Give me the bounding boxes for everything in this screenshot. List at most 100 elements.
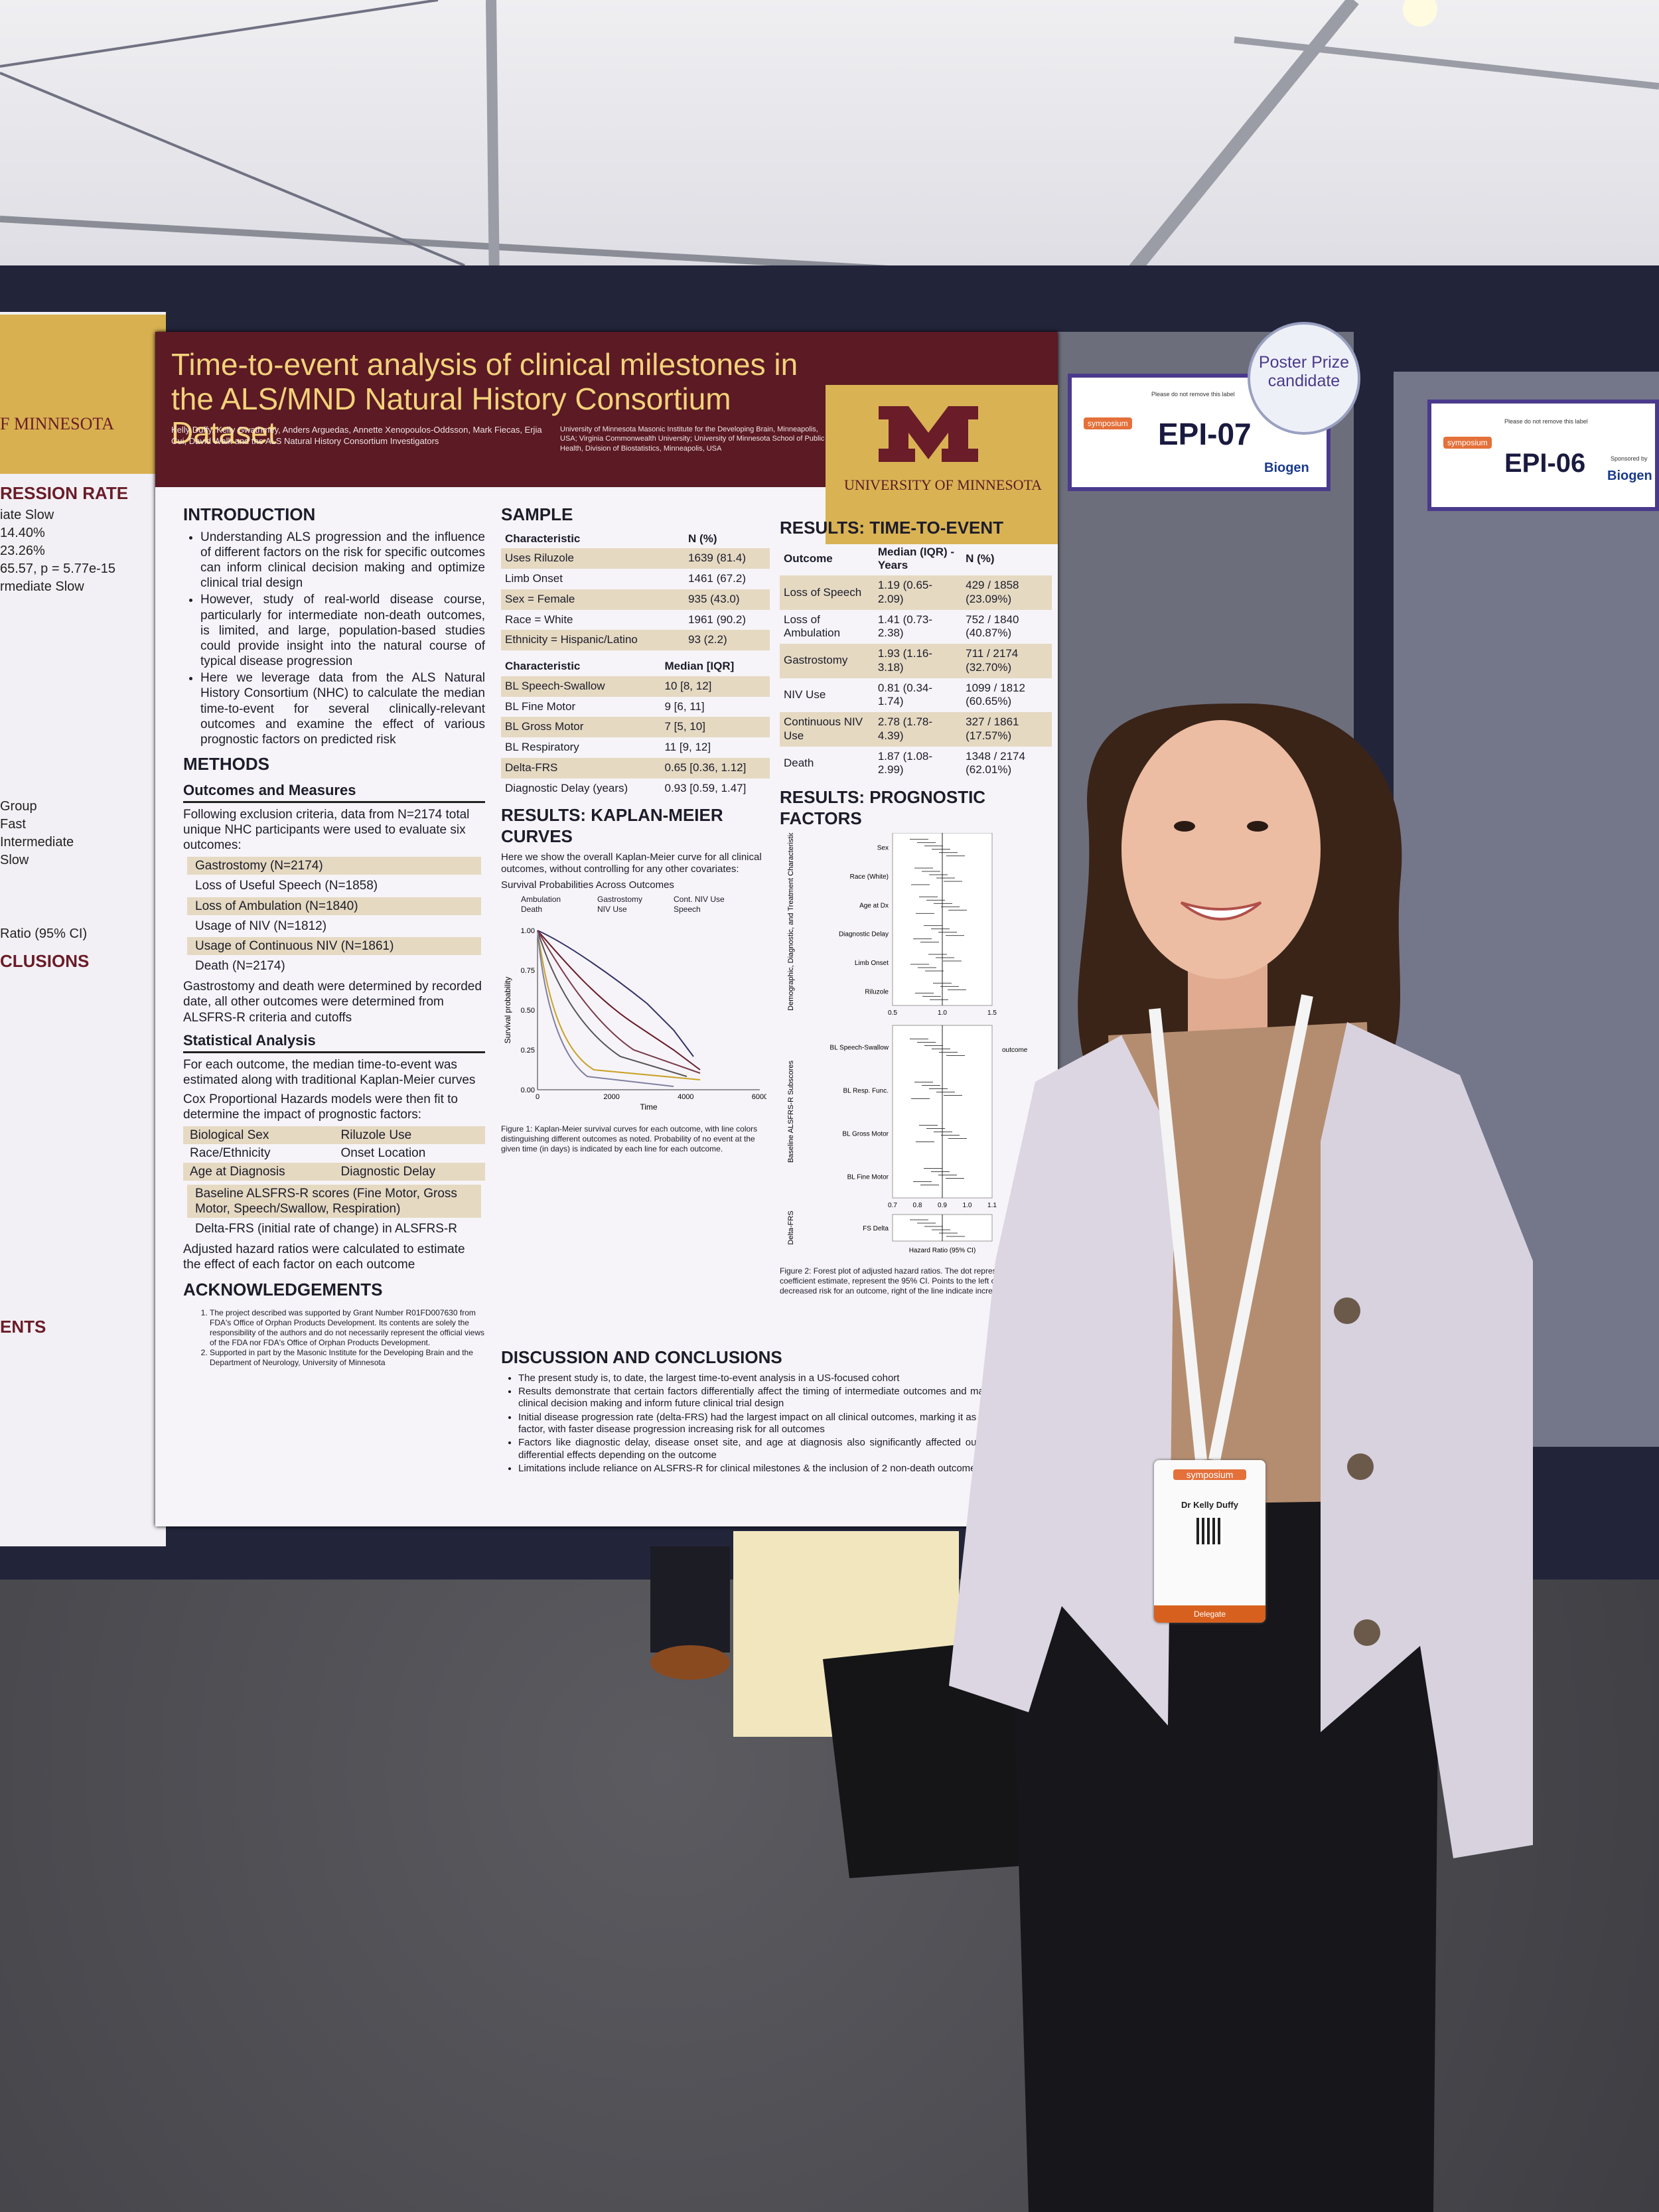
cardigan: [949, 1035, 1175, 1726]
survival-curve: [537, 929, 694, 1057]
table: Characteristic Median [IQR] BL Speech-Swal…: [501, 657, 770, 798]
list-item: Initial disease progression rate (delta-…: [518, 1412, 1052, 1436]
table-cell: 2.78 (1.78-4.39): [873, 712, 962, 747]
label-note: Sponsored by: [1611, 455, 1648, 462]
list-item: Limitations include reliance on ALSFRS-R…: [518, 1463, 1052, 1475]
affiliations: University of Minnesota Masonic Institut…: [560, 425, 825, 453]
table-cell: Race = White: [505, 613, 573, 626]
label-sponsor: Biogen: [1607, 469, 1652, 483]
authors: Kelly Duffy, Kelly Gwathmey, Anders Argu…: [171, 425, 542, 446]
subsection-heading: Statistical Analysis: [183, 1032, 485, 1053]
table-row: Death 1.87 (1.08-2.99) 1348 / 2174 (62.01%…: [780, 747, 1052, 780]
institution: UNIVERSITY OF MINNESOTA: [843, 477, 1043, 493]
label-brand: symposium: [1084, 417, 1132, 429]
logo-block: [826, 385, 1058, 544]
section-heading: RESULTS: KAPLAN-MEIER CURVES: [501, 805, 723, 846]
row-label: Limb Onset: [855, 960, 889, 967]
badge-role: Delegate: [1154, 1605, 1265, 1623]
survival-curve: [537, 930, 701, 1080]
table-row: Race = White 1961 (90.2): [501, 610, 770, 630]
figure-caption: Figure 2: Forest plot of adjusted hazard…: [780, 1266, 1041, 1295]
header-cell: Characteristic: [505, 660, 581, 673]
table-cell: 0.93 [0.59, 1.47]: [664, 781, 747, 794]
figure-caption: Figure 1: Kaplan-Meier survival curves f…: [501, 1124, 758, 1153]
paragraph: Gastrostomy and death were determined by…: [183, 980, 482, 1025]
x-tick-label: 1.0: [938, 1009, 947, 1017]
legend-item: Death: [521, 904, 543, 914]
row-label: BL Speech-Swallow: [830, 1045, 889, 1052]
legend-item: Fast: [0, 817, 26, 832]
x-tick-label: 1.5: [987, 1009, 997, 1017]
paragraph: Cox Proportional Hazards models were the…: [183, 1092, 458, 1122]
button: [1354, 1619, 1380, 1646]
table-row: BL Fine Motor 9 [6, 11]: [501, 697, 770, 717]
legend-title: Group: [0, 799, 37, 814]
table-row: Limb Onset 1461 (67.2): [501, 569, 770, 589]
lanyard: [1208, 994, 1313, 1461]
label-sponsor: Biogen: [1264, 461, 1309, 475]
table-cell: 1.19 (0.65-2.09): [873, 575, 962, 610]
list-item: Results demonstrate that certain factors…: [518, 1386, 1052, 1410]
table-cell: BL Fine Motor: [505, 700, 576, 713]
legend-item: Ambulation: [521, 894, 561, 904]
table-row: BL Gross Motor 7 [5, 10]: [501, 717, 770, 738]
table-cell: 711 / 2174 (32.70%): [962, 644, 1052, 678]
x-tick-label: 1.0: [963, 1202, 972, 1209]
qr-code: [1196, 1518, 1223, 1544]
logo-mark: [879, 406, 978, 462]
table-row: Loss of Speech 1.19 (0.65-2.09) 429 / 1858…: [780, 575, 1052, 610]
legend-item: Gastrostomy: [597, 894, 643, 904]
label-code: EPI-06: [1504, 449, 1586, 478]
legend-item: NIV Use: [597, 904, 627, 914]
table: Characteristic N (%) Uses Riluzole 1639 (81…: [501, 530, 770, 651]
factor: Onset Location: [340, 1146, 426, 1161]
section-heading: RESULTS: PROGNOSTIC FACTORS: [780, 787, 986, 828]
factor-grid: Biological Sex Riluzole Use Race/Ethnicity…: [183, 1126, 485, 1181]
list: Gastrostomy (N=2174) Loss of Useful Speec…: [183, 857, 485, 975]
list-item: Loss of Useful Speech (N=1858): [195, 879, 378, 893]
legend-item: Speech: [674, 904, 701, 914]
table-cell: 327 / 1861 (17.57%): [962, 712, 1052, 747]
table-cell: 11 [9, 12]: [664, 741, 711, 754]
survival-curve: [537, 930, 701, 1074]
list-item: Supported in part by the Masonic Institu…: [210, 1348, 485, 1368]
label-brand: symposium: [1443, 437, 1492, 449]
list-item: Understanding ALS progression and the in…: [200, 530, 485, 591]
paragraph: Following exclusion criteria, data from …: [183, 807, 470, 853]
survival-curve: [537, 930, 687, 1077]
table-row: BL Respiratory 11 [9, 12]: [501, 737, 770, 758]
list-item: Loss of Ambulation (N=1840): [187, 897, 481, 915]
table-row: BL Speech-Swallow 10 [8, 12]: [501, 676, 770, 697]
group-label: Demographic, Diagnostic, and Treatment C…: [787, 833, 795, 1011]
group-label: Delta-FRS: [787, 1211, 795, 1245]
table-cell: 1.87 (1.08-2.99): [877, 749, 933, 776]
section-heading: CLUSIONS: [0, 951, 90, 971]
row-label: Race (White): [850, 873, 889, 881]
table-cell: 1348 / 2174 (62.01%): [966, 749, 1025, 776]
legend: Fast Intermediate Slow: [0, 817, 166, 868]
list-item: Baseline ALSFRS-R scores (Fine Motor, Gr…: [187, 1184, 481, 1218]
y-tick-label: 0.50: [521, 1007, 535, 1015]
eye: [1174, 821, 1195, 832]
x-tick-label: 2000: [603, 1093, 619, 1101]
badge-name: Dr Kelly Duffy: [1181, 1500, 1238, 1510]
table-cell: 0.65 [0.36, 1.12]: [660, 757, 770, 778]
section-heading: DISCUSSION AND CONCLUSIONS: [501, 1347, 782, 1367]
shoe: [650, 1645, 730, 1680]
list-item: Delta-FRS (initial rate of change) in AL…: [195, 1222, 457, 1236]
list: Understanding ALS progression and the in…: [183, 530, 485, 747]
y-tick-label: 0.75: [521, 967, 535, 975]
x-tick-label: 1.1: [987, 1202, 997, 1209]
poster-title: Time-to-event analysis of clinical miles…: [171, 347, 798, 451]
table-cell: Delta-FRS: [501, 757, 661, 778]
list-item: Gastrostomy (N=2174): [187, 857, 481, 875]
table-cell: Sex = Female: [501, 589, 685, 610]
y-tick-label: 0.00: [521, 1086, 535, 1094]
table-cell: 1461 (67.2): [688, 572, 746, 585]
table-cell: Uses Riluzole: [501, 548, 685, 569]
row-label: Age at Dx: [859, 903, 889, 910]
table-cell: BL Respiratory: [505, 741, 579, 754]
factor: Biological Sex: [183, 1126, 334, 1145]
table-cell: 1961 (90.2): [688, 613, 746, 626]
eye: [1247, 821, 1268, 832]
